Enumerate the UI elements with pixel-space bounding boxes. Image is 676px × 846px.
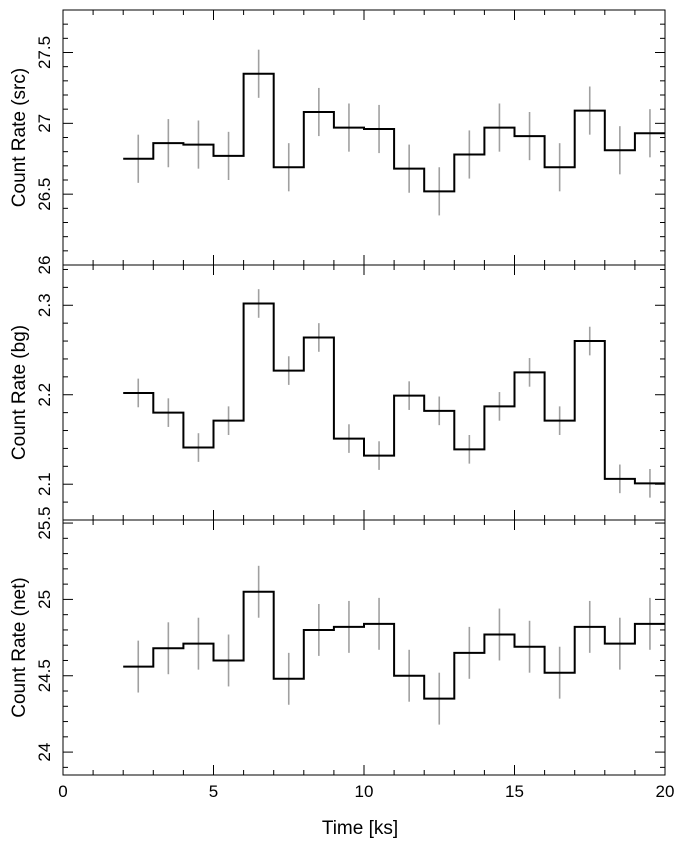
y-tick-label: 25.5 bbox=[35, 507, 54, 540]
step-line bbox=[123, 72, 665, 193]
step-line bbox=[123, 302, 665, 485]
y-tick-label: 27.5 bbox=[35, 36, 54, 69]
panel-bg: 2.1 2.2 2.3 Count Rate (bg) bbox=[9, 264, 666, 521]
y-axis-label: Count Rate (bg) bbox=[9, 325, 30, 460]
step-line bbox=[123, 590, 665, 700]
panel-net: 0 5 10 15 20 24 24.5 25 25.5 Count Rate (net) bbox=[9, 507, 674, 801]
y-axis-label: Count Rate (src) bbox=[9, 68, 30, 207]
y-tick-label: 26 bbox=[35, 256, 54, 275]
x-tick-label: 0 bbox=[58, 782, 67, 801]
y-tick-label: 24.5 bbox=[35, 659, 54, 692]
y-tick-label: 24 bbox=[35, 743, 54, 762]
y-tick-label: 2.3 bbox=[35, 293, 54, 317]
x-tick-label: 5 bbox=[209, 782, 218, 801]
x-axis-label: Time [ks] bbox=[322, 818, 398, 839]
y-tick-label: 2.1 bbox=[35, 472, 54, 496]
y-tick-label: 27 bbox=[35, 114, 54, 133]
y-tick-label: 2.2 bbox=[35, 383, 54, 407]
y-axis-label: Count Rate (net) bbox=[9, 577, 30, 717]
x-tick-label: 15 bbox=[505, 782, 524, 801]
x-tick-label: 20 bbox=[656, 782, 675, 801]
y-tick-label: 25 bbox=[35, 590, 54, 609]
chart-panels: 26 26.5 27 27.5 Count Rate (src) 2.1 2.2 2.3 Cou… bbox=[9, 9, 674, 801]
panel-src: 26 26.5 27 27.5 Count Rate (src) bbox=[9, 9, 666, 275]
y-tick-label: 26.5 bbox=[35, 178, 54, 211]
x-tick-label: 10 bbox=[355, 782, 374, 801]
